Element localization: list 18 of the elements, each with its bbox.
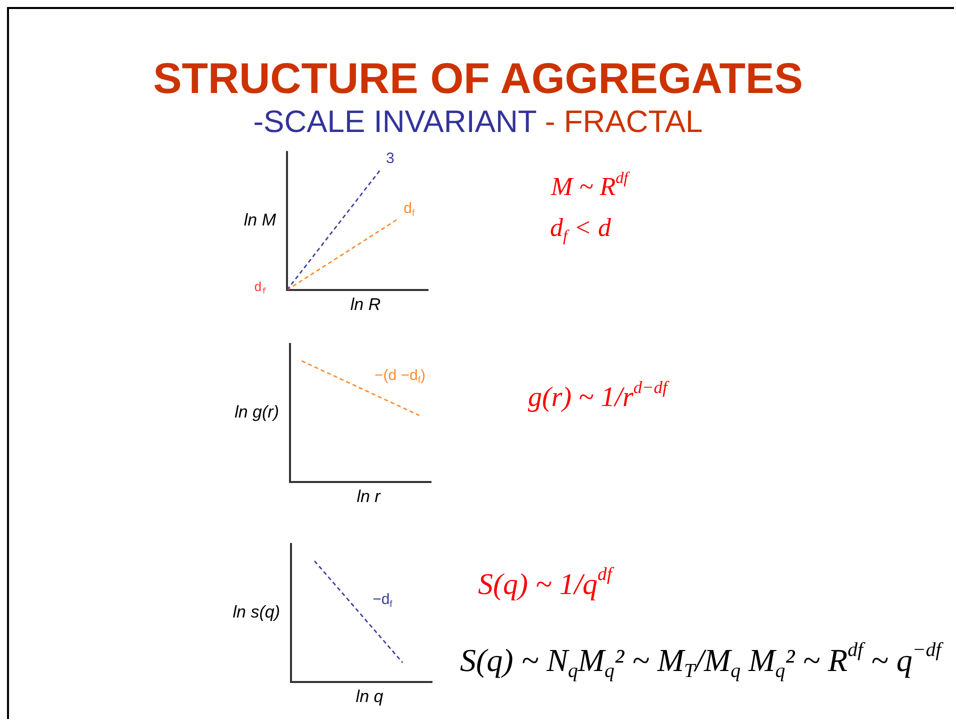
y-axis-title: ln s(q) [232,602,280,622]
text: d$_{f}$ [254,280,267,298]
x-axis-title: ln R [350,295,381,314]
x-axis-title: ln r [356,487,382,506]
text: S(q) ~ N$_{q}$M$_{q}$² ~ M$_{T}$/M$_{q}$ M$_{q}$² ~ R$^{df}$ ~ q$^{−df}$ [460,639,942,682]
chart-title: STRUCTURE OF AGGREGATES [152,54,804,104]
text: M ~ R$^{df}$ [551,170,628,202]
x-axis-title: ln q [356,687,384,706]
y-axis-title: ln g(r) [234,402,279,422]
y-axis-title: ln M [244,210,277,230]
text: g(r) ~ 1/r$^{d−df}$ [528,378,668,414]
series-label: 3 [386,150,394,167]
chart-subtitle: -SCALE INVARIANT - FRACTAL [253,104,703,139]
text: d$_{f}$ < d [550,213,612,246]
series-label: −(d −d$_{f}$) [374,367,426,387]
series-label: d$_{f}$ [404,200,415,220]
series-label: −d$_{f}$ [372,590,392,611]
text: S(q) ~ 1/q$^{df}$ [478,564,612,601]
